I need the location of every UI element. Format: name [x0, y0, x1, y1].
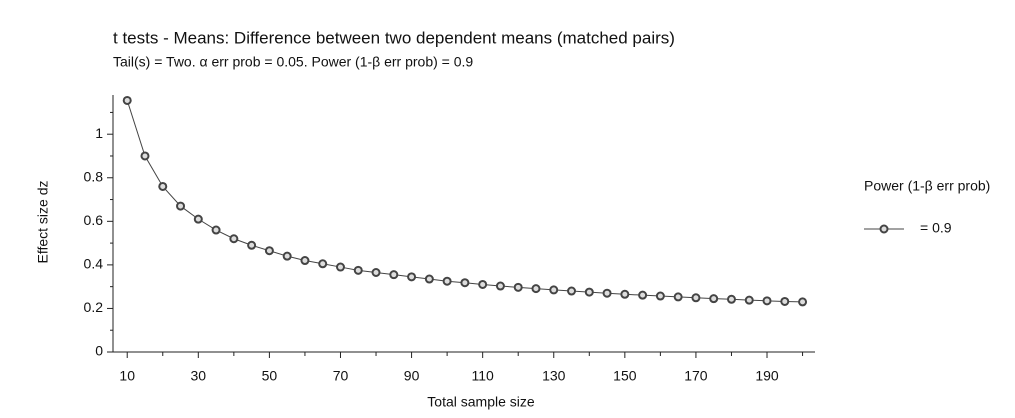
data-point	[726, 294, 736, 304]
data-point	[620, 289, 630, 299]
data-point	[549, 285, 559, 295]
legend-marker	[879, 224, 889, 234]
data-point	[655, 291, 665, 301]
data-point	[247, 240, 257, 250]
data-point	[691, 293, 701, 303]
data-point	[282, 251, 292, 261]
data-point	[371, 268, 381, 278]
series-line	[126, 100, 803, 303]
data-point	[424, 274, 434, 284]
data-point	[567, 286, 577, 296]
data-point	[193, 214, 203, 224]
data-point	[513, 282, 523, 292]
y-tick-label: 0.2	[84, 299, 104, 315]
x-tick-label: 30	[191, 368, 207, 384]
y-tick-label: 0.4	[84, 256, 104, 272]
data-point	[798, 297, 808, 307]
data-point	[353, 265, 363, 275]
data-point	[531, 284, 541, 294]
data-point	[638, 290, 648, 300]
data-point	[673, 292, 683, 302]
y-tick-label: 1	[95, 125, 103, 141]
x-tick-label: 10	[119, 368, 135, 384]
data-point	[709, 294, 719, 304]
data-point	[407, 272, 417, 282]
data-point	[744, 295, 754, 305]
x-tick-label: 130	[542, 368, 566, 384]
y-tick-label: 0.6	[84, 212, 104, 228]
data-point	[460, 278, 470, 288]
y-axis-label: Effect size dz	[35, 180, 51, 263]
y-tick-label: 0.8	[84, 168, 104, 184]
data-point	[584, 287, 594, 297]
x-tick-label: 90	[404, 368, 420, 384]
data-point	[602, 288, 612, 298]
x-tick-label: 50	[262, 368, 278, 384]
data-point	[158, 181, 168, 191]
chart-subtitle: Tail(s) = Two. α err prob = 0.05. Power …	[113, 54, 473, 70]
x-axis-label: Total sample size	[427, 394, 535, 410]
chart-title: t tests - Means: Difference between two …	[113, 28, 675, 47]
data-point	[300, 256, 310, 266]
data-point	[122, 95, 132, 105]
x-tick-label: 190	[755, 368, 779, 384]
data-point	[442, 276, 452, 286]
x-tick-label: 150	[613, 368, 637, 384]
data-point	[495, 281, 505, 291]
data-point	[478, 279, 488, 289]
x-tick-label: 70	[333, 368, 349, 384]
y-tick-label: 0	[95, 343, 103, 359]
data-point	[140, 151, 150, 161]
data-point	[780, 296, 790, 306]
data-point	[264, 246, 274, 256]
data-point	[389, 270, 399, 280]
x-tick-label: 110	[471, 368, 494, 384]
data-point	[211, 225, 221, 235]
x-tick-label: 170	[684, 368, 708, 384]
data-point	[318, 259, 328, 269]
legend-title: Power (1-β err prob)	[864, 178, 990, 194]
data-point	[229, 234, 239, 244]
data-point	[176, 201, 186, 211]
data-point	[762, 296, 772, 306]
data-point	[335, 262, 345, 272]
legend-label: = 0.9	[920, 220, 952, 236]
